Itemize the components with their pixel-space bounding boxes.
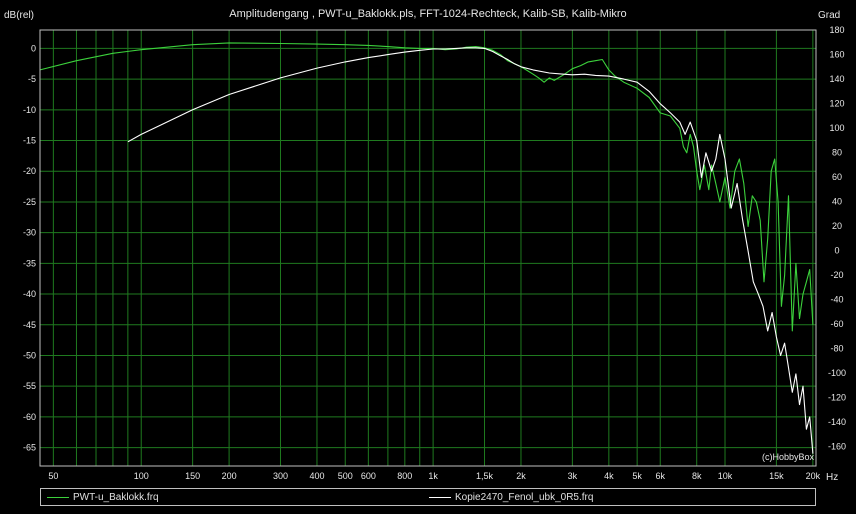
y2-tick-label: 0 [834,245,839,255]
y2-tick-label: -120 [828,392,846,402]
y2-tick-label: -80 [830,343,843,353]
y-tick-label: -55 [23,381,36,391]
y-tick-label: -35 [23,258,36,268]
grid [40,30,816,466]
x-tick-label: 10k [718,471,733,481]
y2-tick-label: -140 [828,417,846,427]
x-tick-label: 8k [692,471,702,481]
x-tick-label: 1k [428,471,438,481]
y2-tick-label: 60 [832,172,842,182]
y2-tick-label: -60 [830,319,843,329]
x-tick-label: 400 [309,471,324,481]
x-tick-label: 800 [397,471,412,481]
chart-title: Amplitudengang , PWT-u_Baklokk.pls, FFT-… [229,8,627,20]
legend-swatch-green [47,496,69,498]
x-tick-label: 2k [516,471,526,481]
legend-swatch-white [429,496,451,498]
x-axis-label: Hz [826,472,839,483]
y-tick-label: -5 [28,74,36,84]
y2-tick-label: 180 [829,25,844,35]
y-tick-label: -60 [23,412,36,422]
y2-tick-label: -100 [828,368,846,378]
legend-label-series-1: PWT-u_Baklokk.frq [73,491,159,503]
x-tick-label: 300 [273,471,288,481]
tick-labels: 50 100 150 200 300 400 500 600 800 1k 1,5k 2k 3k 4k 5k… [23,25,846,481]
legend-item-series-2: Kopie2470_Fenol_ubk_0R5.frq [429,490,593,504]
x-tick-label: 150 [185,471,200,481]
series-line-kopie2470-fenol [127,47,814,454]
y2-tick-label: 120 [829,98,844,108]
y2-tick-label: -20 [830,270,843,280]
y-axis-label: dB(rel) [4,10,35,21]
y-tick-label: -25 [23,197,36,207]
y-tick-label: -10 [23,105,36,115]
x-tick-label: 500 [338,471,353,481]
x-tick-label: 4k [604,471,614,481]
x-tick-label: 6k [655,471,665,481]
y-tick-label: 0 [31,43,36,53]
x-tick-label: 5k [632,471,642,481]
x-tick-label: 50 [48,471,58,481]
y2-tick-label: 20 [832,221,842,231]
y2-tick-label: -40 [830,294,843,304]
y-tick-label: -45 [23,320,36,330]
y2-tick-label: 140 [829,74,844,84]
y-tick-label: -30 [23,228,36,238]
legend-label-series-2: Kopie2470_Fenol_ubk_0R5.frq [455,491,594,503]
y2-tick-label: 100 [829,123,844,133]
x-tick-label: 100 [134,471,149,481]
y2-tick-label: -160 [828,441,846,451]
y2-tick-label: 40 [832,196,842,206]
plot-frame [39,29,817,467]
watermark: (c)HobbyBox [762,452,815,462]
y-tick-label: -40 [23,289,36,299]
y2-axis-label: Grad [818,10,841,21]
x-tick-label: 200 [222,471,237,481]
x-tick-label: 3k [568,471,578,481]
y-tick-label: -15 [23,136,36,146]
y2-tick-label: 80 [832,147,842,157]
series-line-pwt-u-baklokk [39,42,814,332]
x-tick-label: 600 [361,471,376,481]
series-lines [39,42,814,454]
x-tick-label: 15k [769,471,784,481]
legend-item-series-1: PWT-u_Baklokk.frq [47,490,159,504]
y-tick-label: -50 [23,350,36,360]
x-tick-label: 20k [806,471,821,481]
x-tick-label: 1,5k [476,471,494,481]
y-tick-label: -65 [23,443,36,453]
y2-tick-label: 160 [829,49,844,59]
y-tick-label: -20 [23,166,36,176]
legend: PWT-u_Baklokk.frq Kopie2470_Fenol_ubk_0R… [40,488,816,506]
